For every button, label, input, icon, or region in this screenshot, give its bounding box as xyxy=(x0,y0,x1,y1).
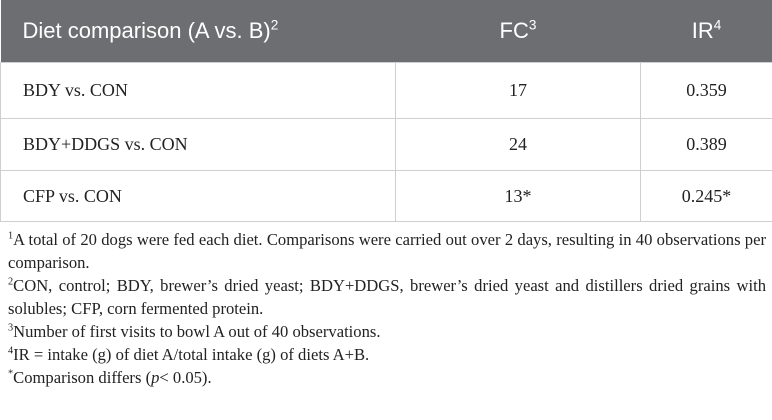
footnote-text: CON, control; BDY, brewer’s dried yeast;… xyxy=(8,276,766,318)
footnote-italic: p xyxy=(151,368,160,387)
header-cell: IR4 xyxy=(640,0,772,63)
header-text: FC xyxy=(499,18,529,43)
footnote-ref: 2 xyxy=(270,17,279,33)
table-row: BDY vs. CON 17 0.359 xyxy=(0,62,772,119)
cell-value: 17 xyxy=(395,62,641,119)
footnote-text: Number of first visits to bowl A out of … xyxy=(13,322,381,341)
footnote-ref: 3 xyxy=(528,17,537,33)
footnote: 4IR = intake (g) of diet A/total intake … xyxy=(8,343,766,366)
row-label: BDY+DDGS vs. CON xyxy=(0,118,396,171)
footnote: 2CON, control; BDY, brewer’s dried yeast… xyxy=(8,274,766,320)
row-label: BDY vs. CON xyxy=(0,62,396,119)
footnote-text: Comparison differs ( xyxy=(13,368,152,387)
footnote-text: < 0.05). xyxy=(159,368,212,387)
cell-value: 13* xyxy=(395,170,641,222)
cell-value: 0.389 xyxy=(640,118,772,171)
header-cell: Diet comparison (A vs. B)2 xyxy=(0,0,396,63)
footnote-mark: 4 xyxy=(8,345,14,357)
header-row: Diet comparison (A vs. B)2 FC3 IR4 xyxy=(0,0,772,63)
data-table: Diet comparison (A vs. B)2 FC3 IR4 BDY v… xyxy=(0,0,772,222)
footnote-mark: 1 xyxy=(8,230,14,242)
footnote-mark: 2 xyxy=(8,276,14,288)
footnote: 3Number of first visits to bowl A out of… xyxy=(8,320,766,343)
footnote: 1A total of 20 dogs were fed each diet. … xyxy=(8,228,766,274)
table-body: BDY vs. CON 17 0.359 BDY+DDGS vs. CON 24 0.38… xyxy=(0,62,772,222)
cell-value: 0.245* xyxy=(640,170,772,222)
row-label: CFP vs. CON xyxy=(0,170,396,222)
table-row: CFP vs. CON 13* 0.245* xyxy=(0,170,772,222)
footnote-mark: 3 xyxy=(8,322,14,334)
cell-value: 24 xyxy=(395,118,641,171)
header-cell: FC3 xyxy=(395,0,641,63)
header-text: Diet comparison (A vs. B) xyxy=(22,18,271,43)
footnote-ref: 4 xyxy=(713,17,722,33)
footnote-text: IR = intake (g) of diet A/total intake (… xyxy=(13,345,370,364)
footnotes: 1A total of 20 dogs were fed each diet. … xyxy=(8,228,766,389)
header-text: IR xyxy=(691,18,714,43)
footnote-mark: * xyxy=(8,368,14,380)
cell-value: 0.359 xyxy=(640,62,772,119)
table-row: BDY+DDGS vs. CON 24 0.389 xyxy=(0,118,772,171)
footnote-text: A total of 20 dogs were fed each diet. C… xyxy=(8,230,766,272)
footnote: *Comparison differs (p< 0.05). xyxy=(8,366,766,389)
